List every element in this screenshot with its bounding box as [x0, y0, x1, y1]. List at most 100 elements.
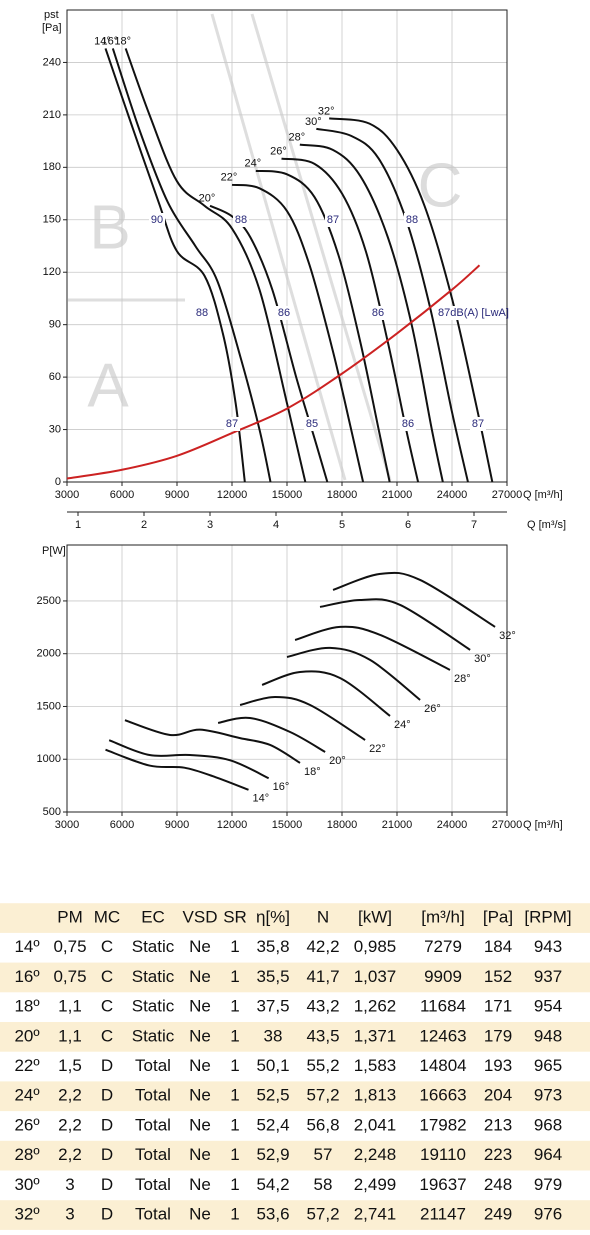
y-tick-label: 1500 [37, 700, 61, 712]
y-tick-label: 150 [43, 214, 61, 226]
table-cell: 976 [534, 1204, 562, 1223]
table-cell: 1 [230, 1175, 239, 1194]
table-cell: 1,813 [354, 1086, 397, 1105]
table-cell: D [101, 1115, 113, 1134]
curve [209, 204, 329, 483]
table-cell: 11684 [420, 997, 466, 1016]
db-label-bg [233, 213, 249, 227]
x2-tick-label: 4 [273, 519, 279, 531]
table-cell: 37,5 [256, 997, 289, 1016]
x-tick-label: 21000 [382, 489, 413, 501]
db-label-bg [470, 417, 486, 431]
table-cell: 26º [14, 1115, 39, 1134]
table-cell: 2,041 [354, 1115, 397, 1134]
table-cell: Total [135, 1086, 171, 1105]
table-header: EC [141, 907, 165, 926]
table-cell: 21147 [420, 1204, 466, 1223]
y-axis-unit: [Pa] [42, 22, 62, 34]
table-cell: 20º [14, 1026, 39, 1045]
table-cell: 19110 [420, 1145, 466, 1164]
curve [105, 748, 249, 791]
curve [66, 264, 481, 480]
curve [104, 48, 246, 483]
table-cell: D [101, 1056, 113, 1075]
table-cell: 14804 [419, 1056, 466, 1075]
table-cell: Total [135, 1204, 171, 1223]
table-header: N [317, 907, 329, 926]
table-cell: 9909 [424, 967, 462, 986]
table-cell: Total [135, 1115, 171, 1134]
db-label: 87 [472, 418, 484, 430]
table-cell: 1 [230, 1204, 239, 1223]
table-row-bg [0, 1140, 590, 1171]
table-cell: 948 [534, 1026, 562, 1045]
db-label: 86 [402, 418, 414, 430]
y-tick-label: 30 [49, 423, 61, 435]
table-header: [RPM] [524, 907, 571, 926]
curve [239, 695, 366, 741]
x-tick-label: 9000 [165, 819, 189, 831]
table-row-bg [0, 962, 590, 993]
table-cell: 3 [65, 1204, 74, 1223]
y-tick-label: 240 [43, 56, 61, 68]
curve-label: 18° [304, 766, 321, 778]
curve [111, 48, 272, 483]
table-cell: 57 [314, 1145, 333, 1164]
table-cell: 35,8 [256, 937, 289, 956]
y-tick-label: 90 [49, 319, 61, 331]
curve-label: 28° [289, 132, 306, 144]
table-cell: 937 [534, 967, 562, 986]
curve-label: 18° [114, 35, 131, 47]
table-cell: Static [132, 937, 175, 956]
db-label: 90 [151, 214, 163, 226]
table-cell: 1,1 [58, 1026, 82, 1045]
zone-divider [210, 13, 347, 481]
table-cell: Ne [189, 1204, 211, 1223]
table-cell: 248 [484, 1175, 512, 1194]
db-label: 88 [235, 214, 247, 226]
table-cell: 1,583 [354, 1056, 397, 1075]
curve [329, 117, 494, 483]
y-tick-label: 210 [43, 109, 61, 121]
x-tick-label: 18000 [327, 819, 358, 831]
table-cell: D [101, 1086, 113, 1105]
curve-label: 14° [94, 35, 111, 47]
table-cell: 52,4 [256, 1115, 289, 1134]
table-cell: 1,037 [354, 967, 397, 986]
x-tick-label: 6000 [110, 819, 134, 831]
table-cell: Ne [189, 997, 211, 1016]
table-cell: Static [132, 967, 175, 986]
table-cell: 17982 [419, 1115, 466, 1134]
table-cell: Ne [189, 1145, 211, 1164]
table-cell: Ne [189, 1056, 211, 1075]
table-cell: D [101, 1145, 113, 1164]
table-cell: 249 [484, 1204, 512, 1223]
table-cell: 43,5 [306, 1026, 339, 1045]
table-cell: D [101, 1175, 113, 1194]
table-cell: Static [132, 997, 175, 1016]
curve [332, 571, 496, 628]
y-tick-label: 60 [49, 371, 61, 383]
table-cell: 35,5 [256, 967, 289, 986]
table-cell: Ne [189, 1175, 211, 1194]
db-label: 85 [306, 418, 318, 430]
table-header: [kW] [358, 907, 392, 926]
db-label-bg [149, 213, 165, 227]
x-axis-label: Q [m³/h] [523, 819, 563, 831]
table-cell: 30º [14, 1175, 39, 1194]
table-row-bg [0, 1022, 590, 1052]
table-cell: 28º [14, 1145, 39, 1164]
db-label: 88 [196, 307, 208, 319]
curve [255, 169, 391, 483]
table-cell: 1 [230, 997, 239, 1016]
table-cell: 52,9 [256, 1145, 289, 1164]
y-tick-label: 120 [43, 266, 61, 278]
db-label: 87 [327, 214, 339, 226]
table-cell: 54,2 [256, 1175, 289, 1194]
curve [299, 143, 444, 483]
x2-tick-label: 7 [471, 519, 477, 531]
table-cell: 968 [534, 1115, 562, 1134]
curve [217, 716, 326, 753]
